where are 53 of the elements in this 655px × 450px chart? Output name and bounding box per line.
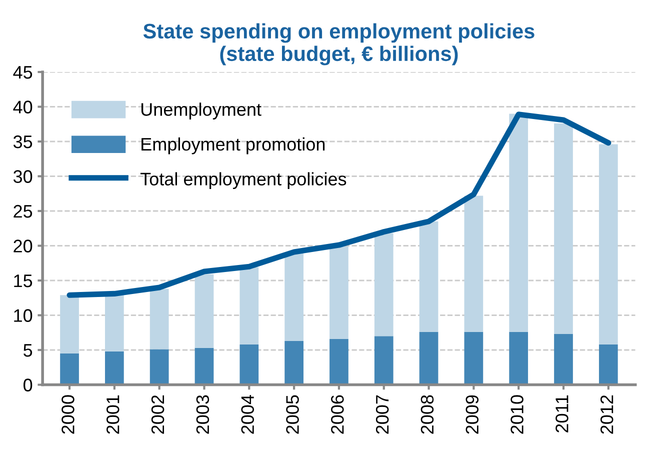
bar: [150, 349, 169, 385]
bar: [374, 233, 394, 336]
y-tick-label: 40: [13, 100, 32, 114]
bar: [330, 338, 348, 385]
legend-label: Unemployment: [141, 102, 262, 120]
x-tick-label: 2012: [600, 395, 614, 434]
y-tick-label: 20: [14, 240, 32, 252]
bar: [554, 123, 573, 334]
y-tick-label: 15: [14, 274, 32, 288]
x-tick-label: 2002: [151, 395, 164, 434]
bar: [240, 344, 259, 385]
x-tick-label: 2010: [510, 395, 524, 434]
x-tick-label: 2005: [286, 395, 299, 434]
y-tick-label: 5: [24, 344, 32, 357]
bar: [150, 288, 169, 350]
x-tick-label: 2011: [556, 395, 568, 432]
x-tick-label: 2003: [196, 395, 210, 434]
bar: [509, 114, 528, 332]
legend-label: Total employment policies: [140, 172, 346, 190]
bar: [598, 344, 618, 385]
bar: [60, 353, 79, 385]
bar: [419, 332, 438, 385]
legend-label: Employment promotion: [142, 137, 325, 154]
y-tick-label: 10: [14, 309, 32, 322]
bar: [194, 348, 214, 385]
y-tick-label: 35: [13, 135, 32, 148]
bar: [464, 332, 484, 385]
bar: [60, 295, 79, 354]
y-tick-label: 25: [14, 204, 32, 218]
chart-title: State spending on employment policies (state budget, € billions): [143, 23, 534, 66]
bar: [194, 274, 214, 348]
x-tick-label: 2009: [466, 395, 479, 434]
bar: [374, 336, 394, 385]
y-tick-label: 0: [24, 378, 32, 392]
bar: [509, 332, 528, 385]
bar: [419, 221, 438, 332]
bar: [330, 246, 348, 339]
x-tick-label: 2008: [420, 395, 434, 434]
bar: [104, 351, 124, 385]
bar: [598, 144, 618, 344]
x-tick-label: 2000: [62, 395, 74, 434]
bar: [104, 295, 124, 352]
y-tick-label: 30: [13, 170, 32, 183]
x-tick-label: 2006: [331, 395, 344, 434]
x-tick-label: 2004: [241, 394, 254, 434]
bar: [554, 334, 573, 385]
bar: [464, 196, 484, 332]
bar: [284, 253, 304, 341]
x-tick-label: 2001: [106, 395, 120, 434]
x-tick-label: 2007: [376, 395, 389, 434]
y-tick-label: 45: [13, 66, 32, 79]
bar: [284, 340, 304, 385]
bar: [240, 267, 259, 344]
